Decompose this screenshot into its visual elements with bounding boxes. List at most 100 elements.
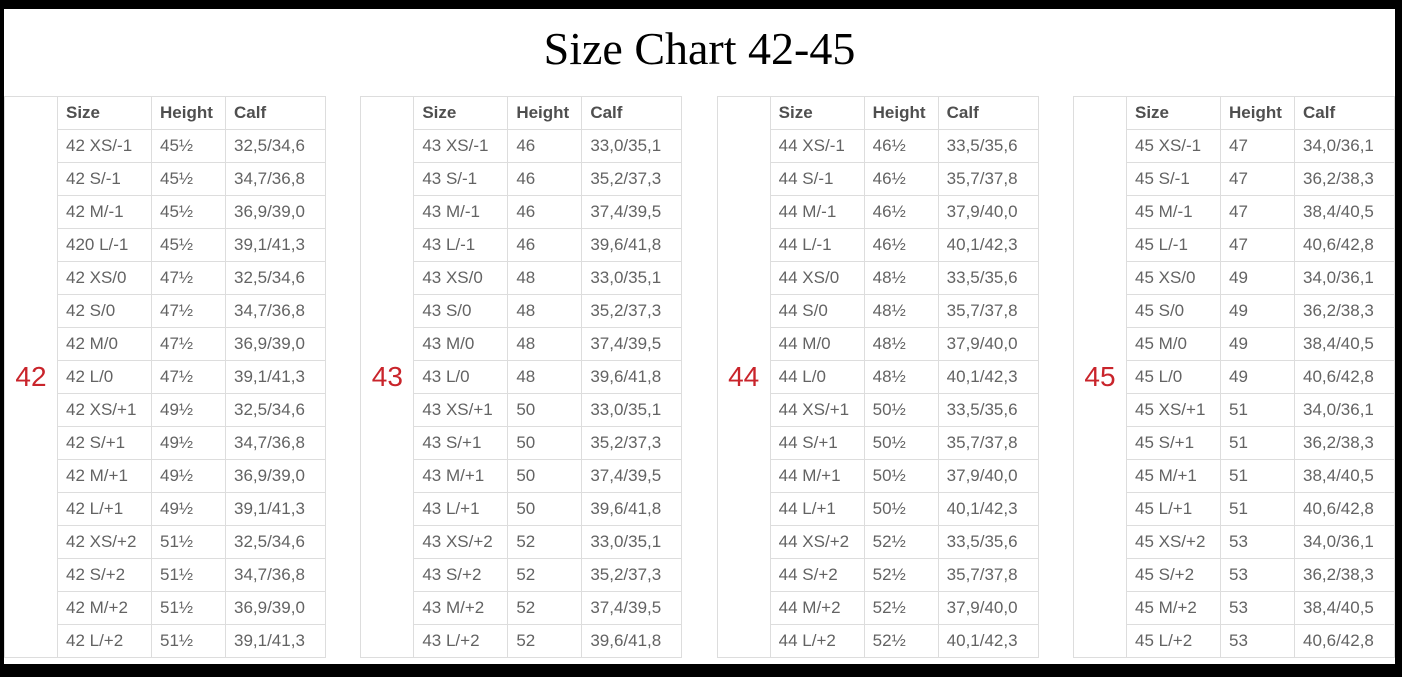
table-cell-height: 48½ (863, 327, 939, 361)
column-header-calf: Calf (581, 96, 683, 130)
table-cell-calf: 35,2/37,3 (581, 162, 683, 196)
table-cell-height: 53 (1219, 558, 1295, 592)
table-cell-calf: 38,4/40,5 (1293, 591, 1395, 625)
table-cell-size: 42 XS/-1 (57, 129, 152, 163)
table-cell-size: 45 L/-1 (1125, 228, 1221, 262)
table-cell-size: 45 M/+2 (1125, 591, 1221, 625)
table-cell-size: 45 M/0 (1125, 327, 1221, 361)
table-row: 42 XS/0 47½ 32,5/34,6 (5, 261, 326, 295)
table-cell-height: 52 (507, 558, 583, 592)
table-cell-calf: 37,9/40,0 (937, 195, 1039, 229)
table-cell-size: 44 M/+2 (769, 591, 865, 625)
table-cell-calf: 33,5/35,6 (937, 129, 1039, 163)
table-cell-size: 45 M/+1 (1125, 459, 1221, 493)
group-label-cell: 42 (4, 96, 58, 658)
table-cell-height: 46½ (863, 195, 939, 229)
table-cell-height: 47 (1219, 228, 1295, 262)
table-cell-height: 48 (507, 327, 583, 361)
table-cell-height: 52 (507, 624, 583, 658)
table-cell-size: 44 M/+1 (769, 459, 865, 493)
table-cell-calf: 37,9/40,0 (937, 327, 1039, 361)
table-cell-height: 53 (1219, 591, 1295, 625)
table-cell-calf: 36,9/39,0 (225, 459, 326, 493)
table-cell-calf: 40,1/42,3 (937, 624, 1039, 658)
table-cell-size: 42 S/+2 (57, 558, 152, 592)
table-cell-size: 44 M/0 (769, 327, 865, 361)
table-row: 44 L/0 48½ 40,1/42,3 (717, 360, 1039, 394)
table-cell-size: 43 M/0 (413, 327, 509, 361)
table-cell-height: 49½ (151, 459, 226, 493)
size-table-44: 44 Size Height Calf 44 XS/-1 46½ 33,5/35,6 44 S… (716, 96, 1039, 658)
table-cell-size: 45 L/+1 (1125, 492, 1221, 526)
group-number-label: 43 (371, 361, 403, 392)
table-row: 43 L/+1 50 39,6/41,8 (361, 492, 683, 526)
table-cell-calf: 37,4/39,5 (581, 195, 683, 229)
table-row: 44 XS/-1 46½ 33,5/35,6 (717, 129, 1039, 163)
table-cell-calf: 40,1/42,3 (937, 228, 1039, 262)
group-number-label: 42 (15, 361, 47, 392)
table-row: 43 M/-1 46 37,4/39,5 (361, 195, 683, 229)
table-cell-height: 51½ (151, 591, 226, 625)
table-cell-calf: 35,7/37,8 (937, 162, 1039, 196)
table-row: 45 XS/+1 51 34,0/36,1 (1073, 393, 1395, 427)
table-cell-size: 42 M/+2 (57, 591, 152, 625)
table-row: 42 XS/-1 45½ 32,5/34,6 (5, 129, 326, 163)
table-cell-calf: 33,5/35,6 (937, 525, 1039, 559)
table-cell-calf: 33,0/35,1 (581, 129, 683, 163)
table-header-row: 42 Size Height Calf (4, 96, 326, 658)
table-cell-size: 44 M/-1 (769, 195, 865, 229)
column-header-calf: Calf (937, 96, 1039, 130)
table-row: 44 S/+1 50½ 35,7/37,8 (717, 426, 1039, 460)
table-cell-size: 43 XS/+1 (413, 393, 509, 427)
table-cell-calf: 39,6/41,8 (581, 492, 683, 526)
table-cell-size: 44 L/0 (769, 360, 865, 394)
table-cell-size: 44 XS/+1 (769, 393, 865, 427)
table-cell-height: 45½ (151, 162, 226, 196)
table-cell-calf: 37,4/39,5 (581, 327, 683, 361)
table-cell-height: 47½ (151, 261, 226, 295)
table-row: 43 M/+2 52 37,4/39,5 (361, 591, 683, 625)
table-header-row: 44 Size Height Calf (716, 96, 1039, 658)
table-cell-size: 43 S/0 (413, 294, 509, 328)
table-cell-calf: 40,6/42,8 (1293, 360, 1395, 394)
table-cell-size: 43 S/+1 (413, 426, 509, 460)
table-cell-calf: 36,9/39,0 (225, 591, 326, 625)
table-cell-height: 46 (507, 195, 583, 229)
table-row: 44 L/+1 50½ 40,1/42,3 (717, 492, 1039, 526)
table-cell-size: 44 XS/+2 (769, 525, 865, 559)
table-cell-calf: 35,7/37,8 (937, 558, 1039, 592)
table-cell-height: 50 (507, 393, 583, 427)
table-cell-height: 45½ (151, 195, 226, 229)
column-header-calf: Calf (225, 96, 326, 130)
table-cell-size: 43 M/+2 (413, 591, 509, 625)
table-cell-calf: 39,6/41,8 (581, 360, 683, 394)
table-cell-size: 42 L/0 (57, 360, 152, 394)
table-cell-calf: 39,6/41,8 (581, 624, 683, 658)
table-cell-calf: 36,2/38,3 (1293, 426, 1395, 460)
table-cell-size: 45 L/0 (1125, 360, 1221, 394)
table-cell-height: 52½ (863, 525, 939, 559)
table-cell-calf: 35,2/37,3 (581, 426, 683, 460)
table-cell-calf: 37,4/39,5 (581, 459, 683, 493)
table-cell-size: 43 XS/-1 (413, 129, 509, 163)
table-cell-height: 46 (507, 228, 583, 262)
table-row: 42 M/+1 49½ 36,9/39,0 (5, 459, 326, 493)
table-cell-calf: 32,5/34,6 (225, 525, 326, 559)
table-cell-height: 49 (1219, 327, 1295, 361)
table-cell-size: 42 S/+1 (57, 426, 152, 460)
table-cell-calf: 33,5/35,6 (937, 261, 1039, 295)
table-row: 43 XS/-1 46 33,0/35,1 (361, 129, 683, 163)
group-number-label: 44 (728, 361, 760, 392)
table-row: 42 L/+2 51½ 39,1/41,3 (5, 624, 326, 658)
table-cell-size: 45 XS/-1 (1125, 129, 1221, 163)
table-row: 45 XS/-1 47 34,0/36,1 (1073, 129, 1395, 163)
table-row: 42 S/+1 49½ 34,7/36,8 (5, 426, 326, 460)
table-row: 42 S/-1 45½ 34,7/36,8 (5, 162, 326, 196)
table-cell-size: 42 M/-1 (57, 195, 152, 229)
table-cell-size: 42 S/0 (57, 294, 152, 328)
column-header-height: Height (151, 96, 226, 130)
column-header-calf: Calf (1293, 96, 1395, 130)
table-cell-size: 42 L/+1 (57, 492, 152, 526)
table-cell-height: 47 (1219, 162, 1295, 196)
table-row: 43 S/0 48 35,2/37,3 (361, 294, 683, 328)
